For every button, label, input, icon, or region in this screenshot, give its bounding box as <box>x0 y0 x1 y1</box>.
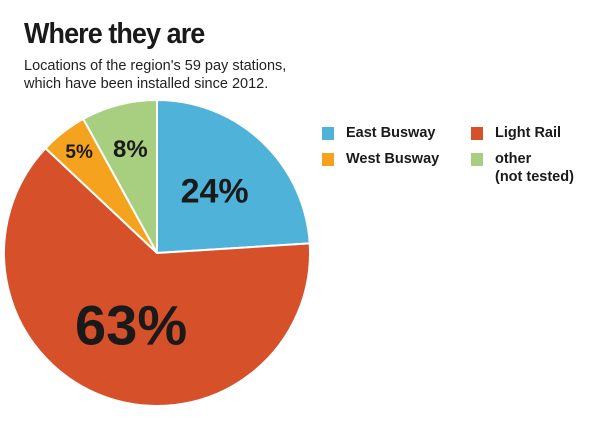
slice-label-light-rail: 63% <box>75 293 187 356</box>
legend-label-west-busway: West Busway <box>346 151 440 167</box>
legend-label-light-rail: Light Rail <box>495 125 562 141</box>
pie-slice-east-busway <box>156 98 311 255</box>
slice-label-west-busway: 5% <box>65 142 93 163</box>
pie-slice-light-rail <box>3 146 311 407</box>
pie-slice-other <box>81 98 158 254</box>
legend-swatch-east-busway <box>322 127 334 140</box>
chart-subtitle: Locations of the region's 59 pay station… <box>24 57 354 93</box>
legend-swatch-other <box>471 153 483 166</box>
slice-label-east-busway: 24% <box>181 173 249 211</box>
subtitle-line-1: Locations of the region's 59 pay station… <box>24 58 287 74</box>
legend-swatch-light-rail <box>471 127 483 140</box>
legend-label-east-busway: East Busway <box>346 125 436 141</box>
slice-label-other: 8% <box>113 136 148 163</box>
subtitle-line-2: which have been installed since 2012. <box>24 76 269 92</box>
legend-label-other: other (not tested) <box>495 151 574 185</box>
legend-swatch-west-busway <box>322 153 334 166</box>
chart-title: Where they are <box>24 18 205 50</box>
